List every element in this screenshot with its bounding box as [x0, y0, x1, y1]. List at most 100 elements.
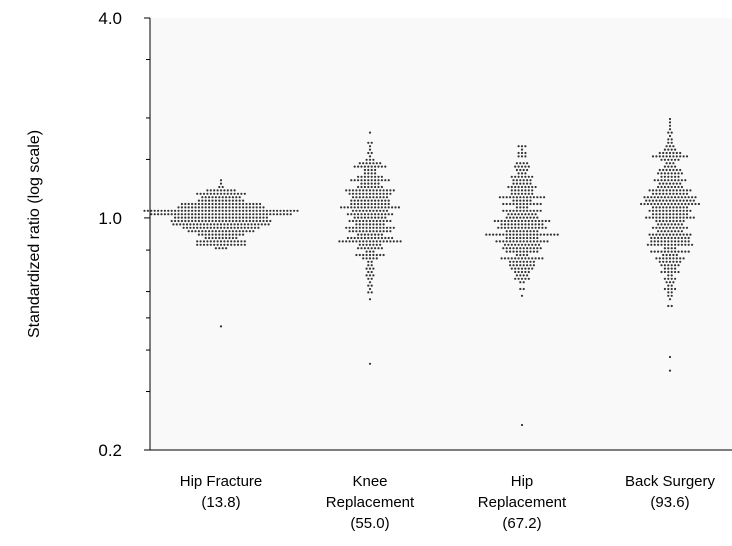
data-dot	[524, 219, 527, 223]
data-dot	[667, 185, 670, 189]
data-dot	[265, 213, 268, 216]
data-dot	[526, 162, 529, 165]
data-dot	[527, 223, 530, 226]
data-dot	[358, 196, 361, 199]
data-dot	[218, 209, 221, 212]
data-dot	[362, 230, 365, 233]
data-dot	[651, 192, 655, 195]
data-dot	[662, 253, 665, 257]
data-dot	[648, 216, 651, 219]
data-dot	[520, 172, 524, 175]
data-dot	[208, 206, 211, 209]
data-dot	[663, 264, 667, 267]
data-dot	[522, 260, 525, 263]
data-dot	[385, 240, 389, 243]
data-dot	[520, 175, 524, 178]
data-dot	[498, 233, 501, 236]
data-dot	[670, 196, 673, 199]
data-dot	[510, 175, 513, 178]
data-dot	[252, 202, 255, 206]
data-dot	[340, 206, 343, 209]
data-dot	[174, 213, 177, 216]
data-dot	[520, 148, 524, 151]
data-dot	[531, 257, 534, 260]
data-dot	[526, 179, 529, 182]
data-dot	[514, 175, 517, 178]
data-dot	[519, 250, 522, 253]
data-dot	[675, 226, 678, 229]
data-dot	[177, 219, 180, 223]
data-dot	[231, 202, 234, 206]
data-dot	[235, 230, 238, 233]
data-dot	[380, 213, 383, 216]
data-dot	[194, 206, 197, 209]
data-dot	[341, 240, 344, 243]
data-dot	[679, 189, 682, 192]
data-dot	[368, 287, 372, 291]
data-dot	[389, 240, 392, 243]
data-dot	[225, 216, 228, 219]
data-dot	[218, 219, 221, 223]
data-dot	[150, 213, 153, 216]
data-dot	[500, 223, 503, 226]
data-dot	[199, 240, 202, 243]
data-dot	[658, 257, 661, 260]
data-dot	[199, 192, 202, 195]
data-dot	[374, 206, 377, 209]
data-dot	[370, 179, 373, 182]
data-dot	[289, 213, 292, 216]
data-dot	[209, 240, 212, 243]
data-dot	[367, 179, 370, 182]
data-dot	[348, 189, 351, 192]
data-dot	[214, 206, 217, 209]
data-dot	[529, 233, 532, 236]
data-dot	[363, 168, 366, 172]
data-dot	[218, 236, 221, 240]
data-dot	[524, 172, 527, 175]
data-dot	[177, 206, 180, 209]
data-dot	[191, 219, 194, 223]
data-dot	[522, 287, 525, 291]
data-dot	[199, 243, 202, 246]
data-dot	[651, 216, 655, 219]
data-dot	[497, 226, 500, 229]
data-dot	[362, 209, 365, 212]
data-dot	[372, 192, 375, 195]
data-dot	[216, 243, 219, 246]
data-dot	[175, 223, 178, 226]
data-dot	[660, 270, 663, 274]
data-dot	[509, 202, 512, 206]
data-dot	[658, 219, 661, 223]
data-dot	[522, 196, 525, 199]
data-dot	[242, 216, 245, 219]
data-dot	[368, 240, 372, 243]
data-dot	[201, 216, 204, 219]
data-dot	[667, 284, 670, 287]
data-dot	[370, 233, 373, 236]
data-dot	[645, 216, 648, 219]
data-dot	[524, 185, 527, 189]
data-dot	[384, 179, 387, 182]
data-dot	[384, 199, 387, 202]
plot-area	[150, 18, 732, 450]
data-dot	[211, 230, 214, 233]
data-dot	[387, 206, 390, 209]
data-dot	[204, 196, 207, 199]
data-dot	[662, 199, 665, 202]
data-dot	[536, 236, 539, 240]
data-dot	[514, 185, 517, 189]
data-dot	[360, 213, 363, 216]
data-dot	[663, 270, 667, 274]
data-dot	[235, 199, 238, 202]
data-dot	[143, 209, 146, 212]
data-dot	[517, 277, 520, 280]
data-dot	[536, 233, 539, 236]
data-dot	[517, 213, 520, 216]
data-dot	[245, 230, 248, 233]
data-dot	[225, 206, 228, 209]
data-dot	[663, 185, 667, 189]
data-dot	[377, 213, 380, 216]
data-dot	[370, 247, 373, 250]
data-dot	[543, 240, 546, 243]
data-dot	[357, 247, 360, 250]
